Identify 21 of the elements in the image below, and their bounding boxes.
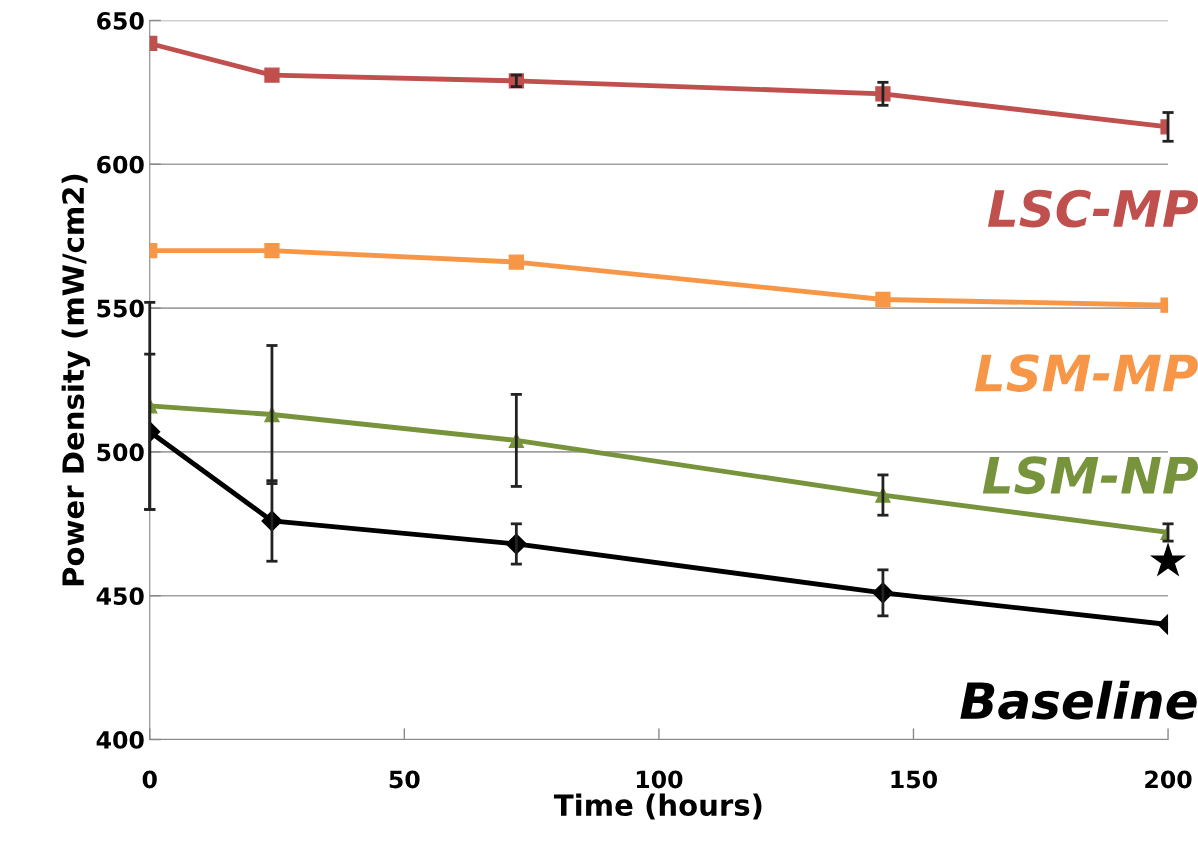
- series-label: LSM-MP: [974, 354, 1198, 392]
- series-label: LSM-NP: [982, 456, 1198, 495]
- x-tick-label: 50: [389, 770, 420, 789]
- x-tick-label: 150: [891, 770, 937, 789]
- annotation: ★: [1149, 542, 1187, 577]
- x-tick-label: 0: [142, 770, 157, 789]
- y-tick-label: 650: [97, 11, 144, 30]
- y-tick-label: 500: [97, 443, 144, 462]
- y-axis-title: Power Density (mW/cm2): [61, 174, 91, 586]
- series-label: LSC-MP: [987, 189, 1198, 228]
- y-tick-label: 450: [96, 587, 144, 606]
- point: [264, 242, 280, 259]
- point: [508, 254, 524, 270]
- y-tick-label: 550: [97, 299, 144, 318]
- y-tick-label: 400: [96, 731, 144, 749]
- point: [264, 67, 280, 83]
- x-tick-label: 200: [1145, 770, 1192, 789]
- y-tick-label: 600: [97, 155, 144, 174]
- x-tick-label: 100: [636, 770, 683, 789]
- x-axis-title: Time (hours): [553, 793, 762, 820]
- series-label: Baseline: [960, 680, 1197, 720]
